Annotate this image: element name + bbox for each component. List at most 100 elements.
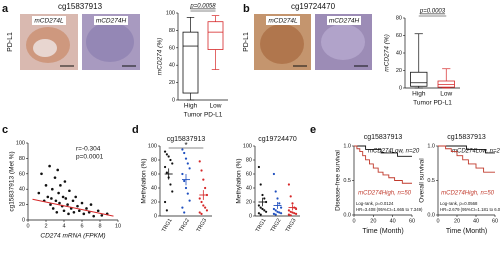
point [96,209,100,213]
point [71,199,75,203]
x-tick-label: TRG3 [285,218,298,234]
point [257,165,260,169]
point [276,197,279,200]
point [74,195,77,199]
point [291,211,294,214]
x-tick-label: 0 [436,218,439,224]
point [49,203,52,206]
y-tick-label: 0 [22,217,25,223]
x-tick-label: 6 [80,223,83,229]
y-tick-label: 40 [169,63,175,69]
point [167,155,170,158]
point [188,167,191,170]
x-axis-label: Time (Month) [446,228,487,235]
point [46,195,50,199]
point [181,172,184,176]
y-axis-label: cg15837913 (Met %) [9,151,16,211]
point [200,200,203,204]
x-axis-label: Tumor PD-L1 [184,112,223,119]
annotation: r=-0.304 [76,146,101,153]
y-tick-label: 0.5 [427,178,435,184]
point [295,212,298,215]
y-axis-label: Methylation (%) [141,158,148,203]
point [59,184,62,187]
x-axis-label: Time (Month) [362,228,403,235]
point [289,195,292,198]
ihc-label-box [266,16,300,25]
y-tick-label: 80 [246,157,252,163]
y-axis-label: Disease-free survival [335,150,342,211]
y-tick-label: 80 [19,156,25,162]
point [265,210,268,213]
point [56,168,59,172]
ihc-texture [321,24,365,60]
ihc-label: mCD274H [329,18,360,25]
y-tick-label: 40 [19,187,25,193]
annotation: p=0.0001 [76,154,104,161]
point [181,148,184,151]
y-tick-label: 40 [246,185,252,191]
y-tick-label: 20 [19,202,25,208]
point [183,151,186,155]
point [54,199,58,203]
point [280,212,283,215]
point [163,165,167,169]
x-tick-label: TRG2 [270,218,283,234]
y-tick-label: 0.0 [427,212,435,218]
annotation: * [184,141,187,150]
x-tick-label: TRG1 [161,218,174,234]
point [68,189,71,193]
point [53,176,57,179]
point [263,197,266,200]
point [165,171,168,174]
point [85,207,88,210]
stain-label: PD-L1 [243,32,250,52]
point [78,209,81,213]
point [82,212,86,216]
x-tick-label: 40 [473,218,479,224]
legend-label: mCD274High, n=50 [358,190,412,196]
point [291,202,294,205]
point [259,183,262,186]
y-axis-label: Methylation (%) [236,158,243,203]
point [274,209,277,212]
x-tick-label: High [184,103,198,110]
panel-label: b [243,3,250,15]
point [61,195,65,199]
point [169,183,172,186]
y-axis-label: mCD274 (%) [384,34,391,72]
ihc-texture [33,39,57,57]
point [184,186,188,190]
point [259,213,262,216]
point [198,197,201,200]
chart-title: cg15837913 [447,134,486,141]
point [274,190,277,193]
box [437,80,455,88]
panel-label: e [310,124,316,136]
point [261,207,264,211]
survival-curve [354,145,412,184]
y-tick-label: 0 [399,85,402,91]
point [198,211,201,214]
annotation: Log-rank, p=0.0124 [356,201,394,206]
legend-label: mCD274Low, n=20 [452,149,500,155]
point [66,203,69,206]
point [293,212,296,215]
point [171,190,174,193]
point [274,213,277,216]
point [200,169,203,172]
annotation: HR=3.408 (95%CI=1.665 to 7.349) [356,207,423,212]
stain-label: PD-L1 [7,32,14,52]
point [51,187,54,191]
point [80,201,84,205]
point [278,202,281,205]
point [204,206,207,209]
point [50,197,53,200]
point [183,211,186,214]
y-tick-label: 20 [151,199,157,205]
point [272,212,275,215]
point [89,203,93,206]
point [186,192,189,195]
point [37,191,41,195]
